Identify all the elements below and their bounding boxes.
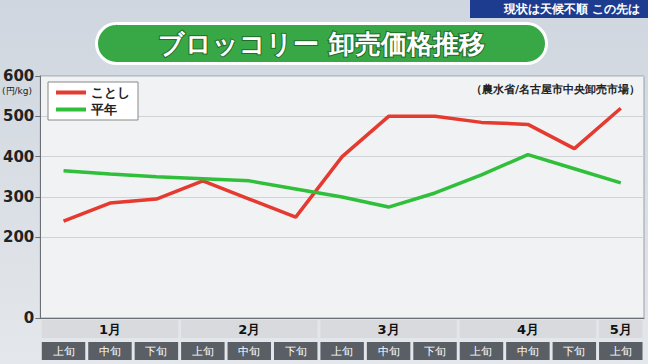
svg-text:中旬: 中旬 bbox=[378, 345, 400, 358]
svg-text:500: 500 bbox=[3, 107, 34, 125]
svg-text:上旬: 上旬 bbox=[470, 345, 492, 358]
svg-text:600: 600 bbox=[3, 67, 34, 85]
svg-text:3月: 3月 bbox=[378, 322, 400, 337]
svg-text:2月: 2月 bbox=[238, 322, 260, 337]
svg-text:ブロッコリー 卸売価格推移: ブロッコリー 卸売価格推移 bbox=[158, 29, 484, 59]
svg-text:下旬: 下旬 bbox=[285, 345, 307, 358]
svg-text:1月: 1月 bbox=[99, 322, 121, 337]
svg-text:400: 400 bbox=[3, 148, 34, 166]
svg-text:5月: 5月 bbox=[610, 322, 632, 337]
svg-text:300: 300 bbox=[3, 188, 34, 206]
svg-text:上旬: 上旬 bbox=[331, 345, 353, 358]
svg-text:中旬: 中旬 bbox=[517, 345, 539, 358]
svg-text:中旬: 中旬 bbox=[99, 345, 121, 358]
svg-text:200: 200 bbox=[3, 228, 34, 246]
svg-text:0: 0 bbox=[24, 309, 34, 327]
svg-text:上旬: 上旬 bbox=[192, 345, 214, 358]
svg-text:4月: 4月 bbox=[517, 322, 539, 337]
svg-text:下旬: 下旬 bbox=[145, 345, 167, 358]
svg-text:上旬: 上旬 bbox=[53, 345, 75, 358]
svg-text:(円/kg): (円/kg) bbox=[2, 86, 32, 96]
svg-text:上旬: 上旬 bbox=[610, 345, 632, 358]
svg-text:ことし: ことし bbox=[91, 85, 130, 100]
svg-text:中旬: 中旬 bbox=[238, 345, 260, 358]
svg-text:現状は天候不順 この先は: 現状は天候不順 この先は bbox=[503, 2, 640, 16]
svg-text:下旬: 下旬 bbox=[424, 345, 446, 358]
svg-text:平年: 平年 bbox=[90, 102, 117, 117]
svg-text:下旬: 下旬 bbox=[563, 345, 585, 358]
svg-text:（農水省/名古屋市中央卸売市場）: （農水省/名古屋市中央卸売市場） bbox=[471, 83, 640, 96]
